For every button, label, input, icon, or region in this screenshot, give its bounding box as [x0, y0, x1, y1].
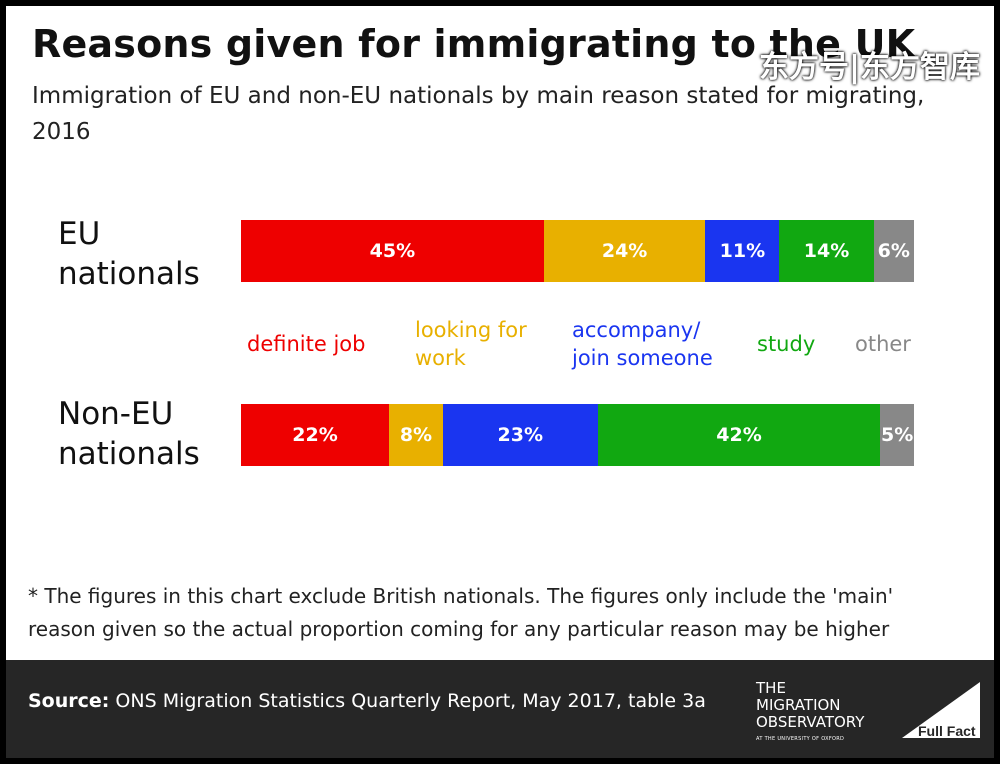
data-label: 5% [881, 424, 914, 446]
data-label: 8% [399, 424, 433, 446]
bar-segment-looking-for-work: 24% [543, 220, 706, 282]
data-label: 22% [292, 424, 338, 446]
source-text: ONS Migration Statistics Quarterly Repor… [109, 690, 706, 712]
legend-definite-job: definite job [247, 332, 366, 356]
full-fact-text: Full Fact [918, 723, 976, 739]
data-label: 14% [803, 240, 850, 262]
bar-non-eu-nationals: 22% 8% 23% 42% 5% [241, 404, 914, 466]
legend-looking-for-work: looking for work [415, 318, 527, 370]
full-fact-logo: Full Fact [902, 682, 980, 739]
mo-line2: MIGRATION [756, 696, 841, 714]
source-line: Source: ONS Migration Statistics Quarter… [28, 690, 706, 712]
data-label: 42% [716, 424, 762, 446]
full-fact-triangle-icon [902, 682, 980, 738]
migration-observatory-logo: THE MIGRATION OBSERVATORY AT THE UNIVERS… [756, 680, 896, 748]
mo-line4: AT THE UNIVERSITY OF OXFORD [756, 736, 845, 742]
chart-subtitle: Immigration of EU and non-EU nationals b… [32, 83, 925, 145]
bar-segment-accompany-join-someone: 23% [442, 404, 598, 466]
bar-segment-study: 42% [597, 404, 881, 466]
mo-line3: OBSERVATORY [756, 713, 865, 731]
bar-segment-looking-for-work: 8% [389, 404, 443, 466]
bar-segment-study: 14% [779, 220, 874, 282]
bar-segment-definite-job: 45% [241, 220, 544, 282]
legend-study: study [757, 332, 816, 356]
chart-title: Reasons given for immigrating to the UK [32, 22, 916, 66]
data-label: 11% [719, 240, 766, 262]
bar-segment-definite-job: 22% [241, 404, 390, 466]
legend-accompany: accompany/ join someone [572, 318, 713, 370]
bar-segment-accompany-join-someone: 11% [705, 220, 780, 282]
data-label: 24% [601, 240, 648, 262]
source-label: Source: [28, 690, 110, 712]
chart-frame: Reasons given for immigrating to the UK … [6, 6, 994, 758]
bar-segment-other: 6% [873, 220, 914, 282]
mo-line1: THE [756, 679, 786, 697]
data-label: 23% [497, 424, 544, 446]
bar-eu-nationals: 45% 24% 11% 14% 6% [241, 220, 914, 282]
data-label: 45% [369, 240, 416, 262]
legend-other: other [855, 332, 911, 356]
data-label: 6% [877, 240, 910, 262]
bar-segment-other: 5% [880, 404, 914, 466]
category-label-non-eu: Non-EU nationals [58, 396, 200, 472]
footer: Source: ONS Migration Statistics Quarter… [6, 660, 994, 758]
footnote: * The figures in this chart exclude Brit… [28, 584, 894, 641]
watermark: 东方号|东方智库 [759, 50, 980, 85]
category-label-eu: EU nationals [58, 216, 200, 292]
